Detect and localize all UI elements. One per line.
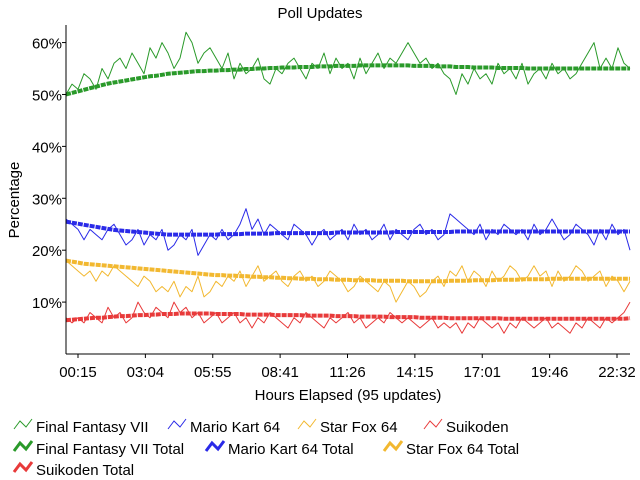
legend-swatch [13,418,33,430]
legend-label: Mario Kart 64 Total [228,441,354,458]
x-tick-label: 22:32 [598,364,636,381]
y-tick-label: 50% [32,87,62,104]
series-line-suikoden [65,301,631,334]
x-tick-label: 11:26 [329,364,365,381]
legend-swatch [382,440,404,452]
x-axis-label: Hours Elapsed (95 updates) [255,387,442,404]
series-line-final-fantasy-vii-total [65,63,630,97]
legend-item-final-fantasy-vii: Final Fantasy VII [13,418,149,436]
x-tick-label: 19:46 [531,364,569,381]
legend-label: Mario Kart 64 [190,419,280,436]
legend-swatch [297,418,317,430]
legend-item-star-fox-64: Star Fox 64 [297,418,398,436]
x-tick-label: 00:15 [59,364,97,381]
legend-label: Final Fantasy VII [36,419,149,436]
legend-label: Star Fox 64 [320,419,398,436]
legend-item-final-fantasy-vii-total: Final Fantasy VII Total [12,440,184,458]
plot-area [65,31,631,334]
y-tick-label: 10% [32,295,62,312]
y-tick-label: 30% [32,191,62,208]
legend-label: Final Fantasy VII Total [36,441,184,458]
x-tick-label: 05:55 [194,364,232,381]
x-tick-label: 14:15 [396,364,434,381]
y-axis-label: Percentage [6,162,23,239]
legend-item-mario-kart-64: Mario Kart 64 [167,418,280,436]
x-tick-label: 17:01 [463,364,501,381]
x-tick-label: 03:04 [127,364,165,381]
y-tick-label: 60% [32,36,62,53]
series-line-final-fantasy-vii [65,31,631,95]
legend-swatch [12,440,34,452]
series-line-star-fox-64 [65,260,631,303]
legend-swatch [204,440,226,452]
series-line-star-fox-64-total [65,258,630,284]
legend-swatch [423,418,443,430]
legend-item-suikoden-total: Suikoden Total [12,461,134,479]
legend-swatch [12,461,34,473]
y-tick-label: 40% [32,139,62,156]
axes: 10% 20% 30% 40% 50% 60% 00:15 03:04 05:55 08:41 11… [32,25,636,381]
legend-swatch [167,418,187,430]
legend-item-mario-kart-64-total: Mario Kart 64 Total [204,440,354,458]
legend-label: Suikoden Total [36,462,134,479]
legend: Final Fantasy VII Final Fantasy VII Total… [12,418,519,479]
series-line-suikoden-total [65,311,631,323]
chart-title: Poll Updates [277,5,362,22]
legend-item-suikoden: Suikoden [423,418,509,436]
legend-item-star-fox-64-total: Star Fox 64 Total [382,440,519,458]
y-tick-label: 20% [32,243,62,260]
legend-label: Suikoden [446,419,509,436]
series-line-mario-kart-64-total [65,219,630,237]
legend-label: Star Fox 64 Total [406,441,519,458]
x-tick-label: 08:41 [261,364,299,381]
